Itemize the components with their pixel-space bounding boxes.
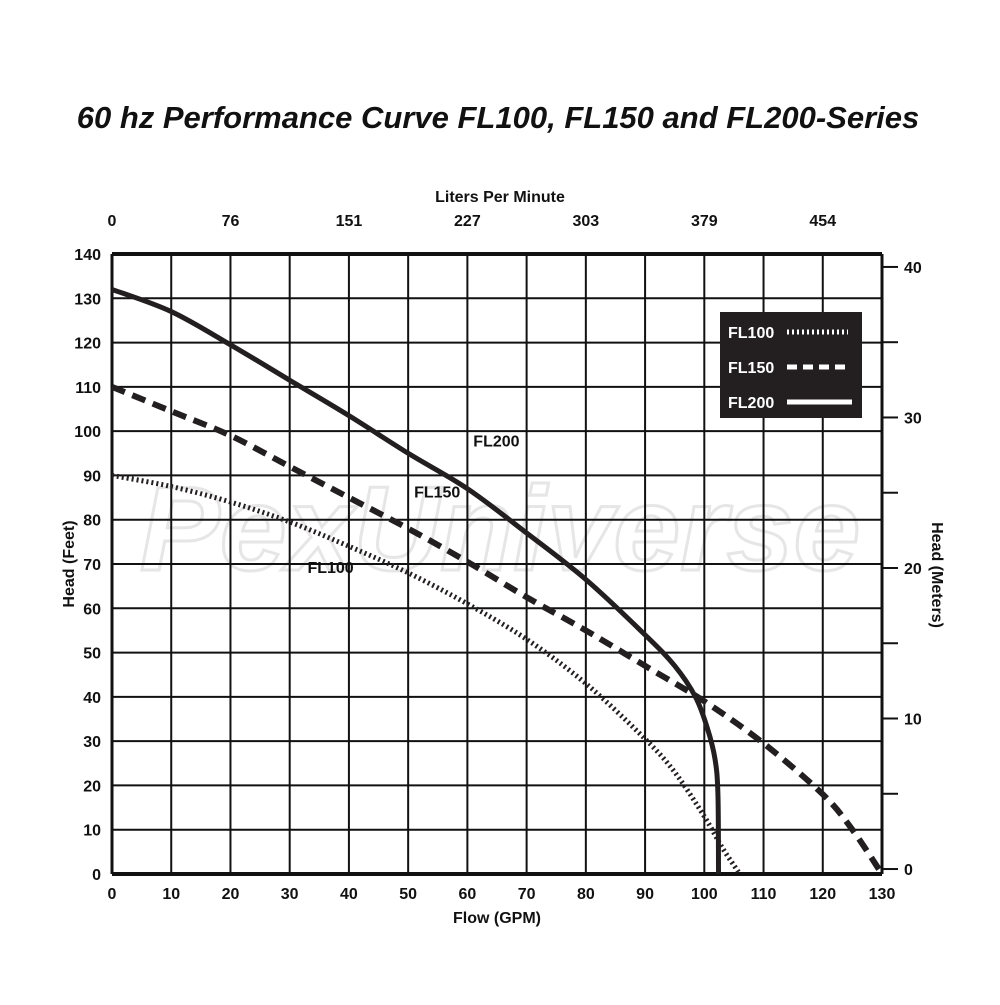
- x-axis-label: Flow (GPM): [453, 910, 541, 927]
- y-tick-label: 140: [74, 247, 101, 264]
- x-tick-label: 80: [577, 886, 595, 903]
- y-tick-label: 80: [83, 513, 101, 530]
- x-tick-label: 30: [281, 886, 299, 903]
- y-tick-label: 100: [74, 424, 101, 441]
- chart-title: 60 hz Performance Curve FL100, FL150 and…: [77, 100, 920, 135]
- series-line-fl150: [110, 384, 885, 876]
- x2-tick-label: 151: [336, 213, 363, 230]
- y-tick-label: 10: [83, 823, 101, 840]
- x-tick-label: 50: [399, 886, 417, 903]
- x2-axis-label: Liters Per Minute: [435, 189, 565, 206]
- x-tick-label: 10: [162, 886, 180, 903]
- x2-tick-label: 76: [222, 213, 240, 230]
- legend: FL100 FL150 FL200: [720, 312, 862, 418]
- y-tick-label: 70: [83, 557, 101, 574]
- y-tick-label: 130: [74, 291, 101, 308]
- x-tick-label: 120: [809, 886, 836, 903]
- x2-tick-label: 227: [454, 213, 481, 230]
- y2-tick-label: 20: [904, 561, 922, 578]
- y2-tick-label: 40: [904, 260, 922, 277]
- curve-label-fl200: FL200: [473, 434, 519, 451]
- series-line-fl200: [111, 287, 722, 875]
- y-tick-label: 0: [92, 867, 101, 884]
- y-tick-label: 40: [83, 690, 101, 707]
- x-tick-label: 110: [751, 886, 777, 903]
- watermark: PexUniverse: [140, 462, 860, 596]
- y2-tick-label: 10: [904, 712, 922, 729]
- legend-label-fl150: FL150: [728, 360, 774, 377]
- x-tick-label: 60: [458, 886, 476, 903]
- y-tick-label: 110: [75, 380, 101, 397]
- y-tick-label: 60: [83, 601, 101, 618]
- x-tick-label: 20: [222, 886, 240, 903]
- x-tick-label: 40: [340, 886, 358, 903]
- legend-label-fl100: FL100: [728, 325, 774, 342]
- y-tick-label: 50: [83, 646, 101, 663]
- x-tick-label: 70: [518, 886, 536, 903]
- legend-label-fl200: FL200: [728, 395, 774, 412]
- x-tick-label: 90: [636, 886, 654, 903]
- y-tick-label: 90: [83, 468, 101, 485]
- x2-tick-label: 379: [691, 213, 718, 230]
- x2-tick-label: 303: [572, 213, 599, 230]
- x2-tick-label: 0: [108, 213, 117, 230]
- y2-tick-label: 30: [904, 410, 922, 427]
- curve-label-fl100: FL100: [307, 560, 353, 577]
- curve-label-fl150: FL150: [414, 485, 460, 502]
- series-line-fl100: [111, 472, 742, 876]
- y-tick-label: 20: [83, 778, 101, 795]
- x-tick-label: 130: [869, 886, 896, 903]
- x2-tick-label: 454: [809, 213, 836, 230]
- y2-tick-label: 0: [904, 862, 913, 879]
- y2-axis-label: Head (Meters): [928, 522, 945, 628]
- y-tick-label: 30: [83, 734, 101, 751]
- y-axis-label: Head (Feet): [61, 520, 78, 607]
- y-tick-label: 120: [74, 336, 101, 353]
- x-tick-label: 0: [108, 886, 117, 903]
- x-tick-label: 100: [691, 886, 718, 903]
